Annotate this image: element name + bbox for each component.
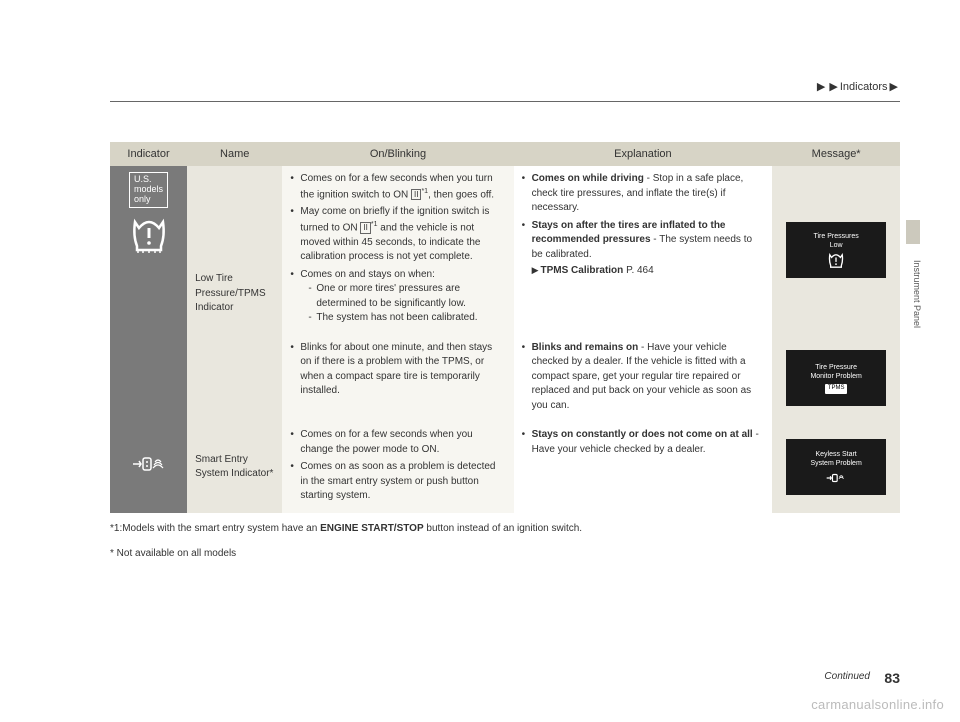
footnote-1: *1:Models with the smart entry system ha… bbox=[110, 523, 900, 534]
smart-entry-mini-icon bbox=[824, 471, 848, 485]
side-section-label: Instrument Panel bbox=[912, 260, 922, 328]
message-display: Tire Pressures Low bbox=[786, 222, 886, 278]
ignition-on-icon: II bbox=[411, 189, 421, 201]
onblink-cell-smart-entry: Comes on for a few seconds when you chan… bbox=[282, 422, 513, 513]
message-display: Tire Pressure Monitor Problem TPMS bbox=[786, 350, 886, 406]
continued-label: Continued bbox=[824, 671, 870, 682]
message-display: Keyless Start System Problem bbox=[786, 439, 886, 495]
message-cell-tpms-b: Tire Pressure Monitor Problem TPMS bbox=[772, 335, 900, 423]
name-cell-smart-entry: Smart Entry System Indicator* bbox=[187, 422, 282, 513]
breadcrumb: ▶▶Indicators▶ bbox=[110, 80, 900, 93]
col-header-indicator: Indicator bbox=[110, 142, 187, 166]
onblink-cell-tpms-a: Comes on for a few seconds when you turn… bbox=[282, 166, 513, 335]
footnote-2: * Not available on all models bbox=[110, 548, 900, 559]
table-row: U.S. models only Low T bbox=[110, 166, 900, 335]
onblink-cell-tpms-b: Blinks for about one minute, and then st… bbox=[282, 335, 513, 423]
col-header-message: Message* bbox=[772, 142, 900, 166]
col-header-onblink: On/Blinking bbox=[282, 142, 513, 166]
explanation-cell-smart-entry: Stays on constantly or does not come on … bbox=[514, 422, 773, 513]
name-cell-tpms: Low Tire Pressure/TPMS Indicator bbox=[187, 166, 282, 422]
table-row: Smart Entry System Indicator* Comes on f… bbox=[110, 422, 900, 513]
arrow-icon: ▶ bbox=[829, 81, 837, 93]
header-rule bbox=[110, 101, 900, 102]
breadcrumb-label: Indicators bbox=[840, 81, 888, 93]
col-header-name: Name bbox=[187, 142, 282, 166]
message-cell-tpms-a: Tire Pressures Low bbox=[772, 166, 900, 335]
explanation-cell-tpms-b: Blinks and remains on - Have your vehicl… bbox=[514, 335, 773, 423]
tpms-badge-icon: TPMS bbox=[825, 384, 848, 394]
indicator-cell-smart-entry bbox=[110, 422, 187, 513]
page-number: 83 bbox=[884, 670, 900, 686]
watermark: carmanualsonline.info bbox=[811, 697, 944, 712]
col-header-explanation: Explanation bbox=[514, 142, 773, 166]
arrow-icon: ▶ bbox=[890, 81, 898, 93]
tpms-mini-icon bbox=[827, 253, 845, 269]
indicator-cell-tpms: U.S. models only bbox=[110, 166, 187, 422]
indicators-table: Indicator Name On/Blinking Explanation M… bbox=[110, 142, 900, 513]
side-tab bbox=[906, 220, 920, 244]
tpms-icon bbox=[129, 218, 169, 254]
message-cell-smart-entry: Keyless Start System Problem bbox=[772, 422, 900, 513]
arrow-icon: ▶ bbox=[817, 81, 825, 93]
us-models-badge: U.S. models only bbox=[129, 172, 168, 208]
reference-arrow-icon: ▶ bbox=[532, 265, 539, 275]
page-content: ▶▶Indicators▶ Indicator Name On/Blinking… bbox=[0, 0, 960, 579]
explanation-cell-tpms-a: Comes on while driving - Stop in a safe … bbox=[514, 166, 773, 335]
ignition-on-icon: II bbox=[360, 222, 370, 234]
smart-entry-icon bbox=[131, 452, 167, 476]
